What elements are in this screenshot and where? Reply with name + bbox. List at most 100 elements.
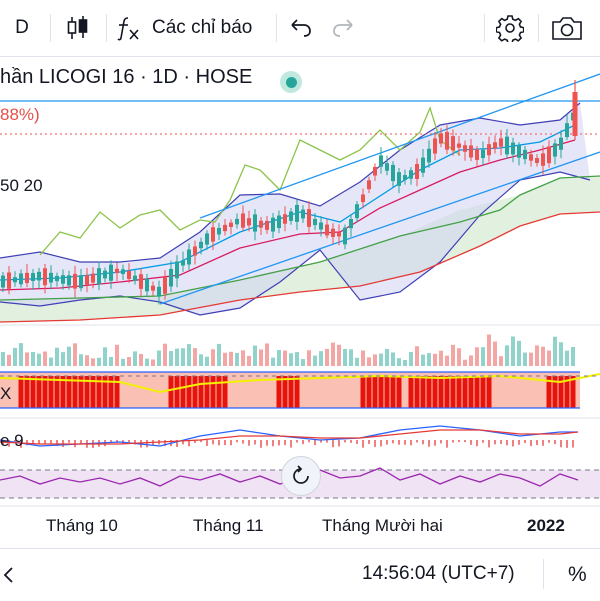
candle: [103, 270, 107, 279]
volume-bar: [559, 342, 563, 366]
lagging-span: [39, 106, 461, 256]
candle: [223, 224, 227, 232]
dmi-bar: [276, 376, 282, 408]
volume-bar: [43, 351, 47, 366]
volume-bar: [67, 346, 71, 366]
macd-bar: [488, 440, 490, 448]
candle: [523, 149, 527, 160]
macd-bar: [470, 440, 472, 445]
macd-bar: [302, 440, 304, 445]
dmi-bar: [564, 376, 570, 408]
undo-icon: [291, 19, 311, 37]
reset-chart-button[interactable]: [281, 456, 321, 496]
volume-bar: [367, 357, 371, 366]
volume-bar: [181, 348, 185, 366]
candle: [55, 275, 59, 282]
dmi-bar: [174, 376, 180, 408]
volume-bar: [493, 341, 497, 366]
macd-bar: [482, 440, 484, 443]
dmi-bar: [282, 376, 288, 408]
market-status-icon[interactable]: [280, 71, 302, 93]
candle: [121, 269, 125, 275]
candle: [469, 145, 473, 158]
macd-bar: [560, 440, 562, 448]
volume-bar: [157, 350, 161, 366]
volume-bar: [1, 352, 5, 366]
volume-bar: [313, 355, 317, 366]
undo-button[interactable]: [286, 0, 316, 56]
macd-bar: [332, 440, 334, 448]
volume-bar: [445, 355, 449, 366]
macd-bar: [56, 440, 58, 446]
status-divider: [543, 559, 544, 589]
dmi-bar: [84, 376, 90, 408]
volume-bar: [343, 348, 347, 366]
candle: [415, 163, 419, 180]
candle: [19, 273, 23, 285]
volume-bar: [457, 348, 461, 366]
settings-button[interactable]: [492, 0, 528, 56]
macd-bar: [536, 440, 538, 446]
volume-bar: [385, 348, 389, 366]
cloud-span-a: [0, 175, 600, 301]
volume-bar: [355, 357, 359, 366]
dmi-legend[interactable]: X: [0, 384, 12, 403]
symbol-legend[interactable]: hần LICOGI 16 · 1D · HOSE: [0, 66, 253, 88]
candle: [553, 143, 557, 157]
x-axis-label: Tháng 11: [193, 516, 264, 535]
volume-bar: [235, 352, 239, 366]
volume-bar: [97, 357, 101, 366]
indicators-button[interactable]: Các chỉ báo: [116, 0, 266, 56]
macd-bar: [542, 440, 544, 446]
macd-bar: [80, 440, 82, 445]
candle: [241, 213, 245, 228]
snapshot-button[interactable]: [548, 0, 586, 56]
candle: [49, 272, 53, 283]
candle: [517, 145, 521, 158]
channel-line-lower: [159, 151, 600, 305]
dmi-bar: [378, 376, 384, 408]
interval-label: D: [15, 17, 29, 38]
dmi-bar: [426, 376, 432, 408]
candle: [529, 154, 533, 161]
volume-bar: [511, 336, 515, 366]
candlestick-icon: [67, 16, 88, 39]
dmi-bar: [558, 376, 564, 408]
candle: [301, 209, 305, 219]
candle: [547, 146, 551, 164]
candle: [493, 142, 497, 149]
volume-bar: [415, 346, 419, 366]
candle: [1, 275, 5, 288]
redo-button[interactable]: [328, 0, 358, 56]
volume-bar: [523, 352, 527, 366]
x-axis-label: 2022: [527, 516, 565, 535]
clock-readout[interactable]: 14:56:04 (UTC+7): [362, 563, 515, 584]
dmi-bar: [444, 376, 450, 408]
chart-type-button[interactable]: [60, 0, 96, 56]
dmi-bar: [408, 376, 414, 408]
interval-button[interactable]: D: [8, 0, 36, 56]
macd-bar: [188, 440, 190, 447]
macd-bar: [8, 440, 10, 447]
percent-scale-toggle[interactable]: %: [568, 563, 587, 586]
volume-bar: [169, 351, 173, 366]
volume-bar: [31, 351, 35, 366]
volume-bar: [79, 354, 83, 366]
dmi-bar: [570, 376, 576, 408]
dmi-bar: [414, 376, 420, 408]
macd-line: [0, 425, 578, 447]
volume-bar: [433, 353, 437, 366]
macd-bar: [176, 440, 178, 447]
ichimoku-legend[interactable]: 50 20: [0, 176, 43, 195]
volume-bar: [85, 355, 89, 366]
candle: [457, 143, 461, 148]
macd-bar: [368, 440, 370, 444]
chevron-left-icon[interactable]: [2, 565, 16, 585]
macd-bar: [290, 440, 292, 448]
candles: [1, 80, 578, 305]
volume-bar: [541, 346, 545, 366]
dmi-bar: [42, 376, 48, 408]
macd-bar: [362, 440, 364, 448]
macd-bar: [410, 440, 412, 446]
macd-legend[interactable]: e 9: [0, 431, 24, 450]
